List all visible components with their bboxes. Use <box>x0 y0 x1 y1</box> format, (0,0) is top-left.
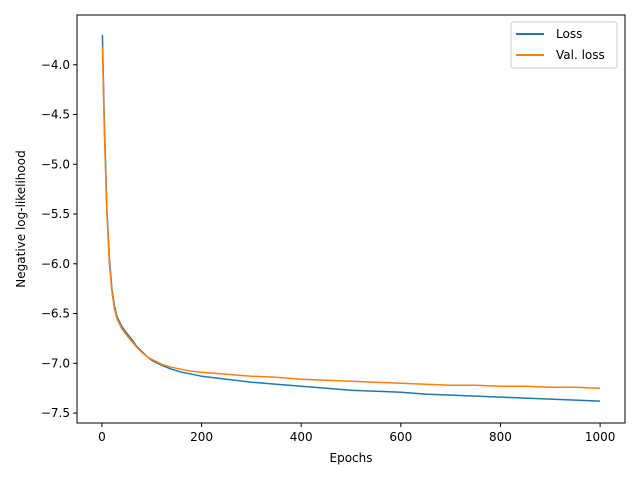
y-tick-label: −4.0 <box>41 58 70 72</box>
y-axis-label: Negative log-likelihood <box>14 150 28 287</box>
x-tick-label: 1000 <box>585 430 616 444</box>
y-tick-label: −5.5 <box>41 207 70 221</box>
x-axis-ticks: 0 200 400 600 800 1000 <box>98 423 615 444</box>
x-tick-label: 800 <box>489 430 512 444</box>
x-axis-label: Epochs <box>330 451 373 465</box>
x-tick-label: 400 <box>290 430 313 444</box>
legend-label-loss: Loss <box>556 27 582 41</box>
y-tick-label: −5.0 <box>41 157 70 171</box>
series-layer <box>101 34 601 402</box>
x-tick-label: 600 <box>389 430 412 444</box>
x-tick-label: 0 <box>98 430 106 444</box>
series-line-val-loss <box>101 46 601 389</box>
legend: Loss Val. loss <box>510 21 618 69</box>
y-tick-label: −6.0 <box>41 257 70 271</box>
legend-label-val-loss: Val. loss <box>556 48 605 62</box>
y-tick-label: −7.0 <box>41 356 70 370</box>
y-tick-label: −4.5 <box>41 108 70 122</box>
y-axis-ticks: −4.0 −4.5 −5.0 −5.5 −6.0 −6.5 −7.0 −7.5 <box>41 58 77 420</box>
y-tick-label: −6.5 <box>41 307 70 321</box>
y-tick-label: −7.5 <box>41 406 70 420</box>
axes-frame <box>76 14 626 424</box>
x-tick-label: 200 <box>190 430 213 444</box>
